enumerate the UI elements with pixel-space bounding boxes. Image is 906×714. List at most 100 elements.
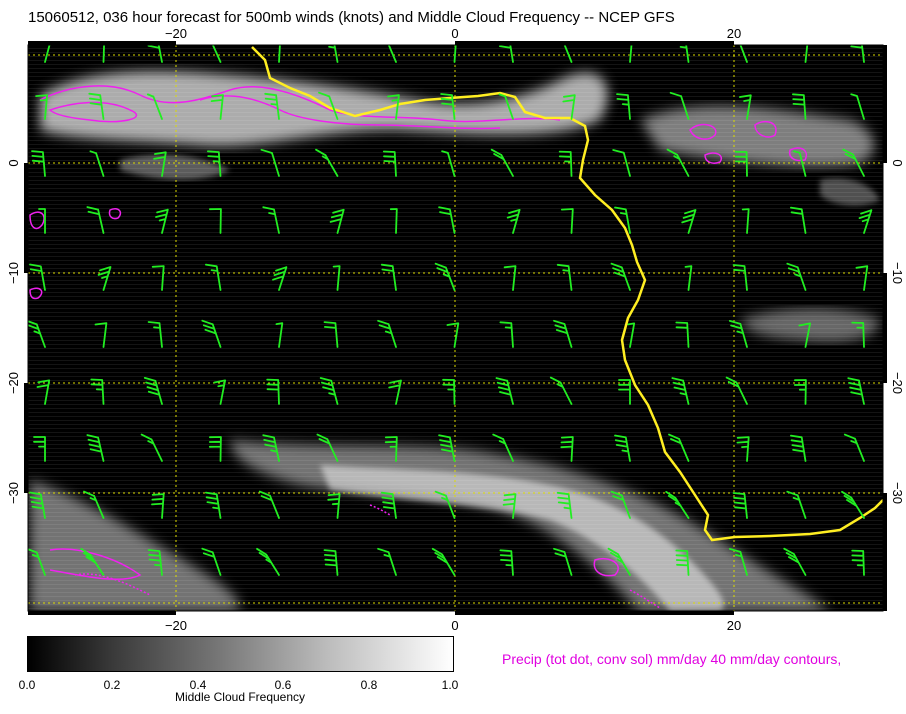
wind-barb: [80, 548, 105, 576]
wind-barb: [616, 93, 631, 120]
wind-barb: [90, 378, 105, 405]
wind-barb: [389, 208, 398, 234]
wind-barb: [319, 377, 339, 405]
wind-barb: [563, 45, 573, 63]
wind-barb: [380, 263, 397, 291]
wind-barb: [858, 209, 873, 234]
wind-barb: [798, 322, 811, 348]
wind-barb: [102, 45, 105, 63]
lat-tick-right: 0: [890, 159, 905, 166]
wind-barb: [790, 206, 807, 234]
colorbar: [27, 636, 454, 672]
wind-barb: [847, 377, 865, 405]
wind-barb: [86, 206, 105, 234]
wind-barb: [211, 45, 222, 63]
wind-barb: [732, 264, 748, 291]
wind-barb: [499, 321, 514, 348]
wind-barb: [842, 148, 865, 177]
wind-barb: [453, 45, 457, 63]
wind-barb: [83, 490, 105, 519]
wind-barb: [327, 493, 341, 519]
wind-barb: [209, 208, 222, 234]
wind-barb: [850, 45, 865, 63]
wind-barb: [666, 148, 690, 177]
wind-barb: [29, 263, 46, 291]
wind-barb: [260, 148, 280, 177]
lon-tick-bottom: 0: [451, 618, 458, 633]
wind-barb: [97, 266, 112, 291]
wind-barb: [377, 547, 397, 576]
wind-barb: [669, 91, 690, 120]
wind-barb: [843, 433, 865, 462]
colorbar-tick: 0.4: [189, 678, 207, 692]
wind-barb: [328, 45, 339, 63]
wind-barb: [725, 376, 748, 405]
wind-barb: [441, 150, 456, 177]
wind-barb: [499, 45, 514, 63]
wind-barb: [736, 436, 750, 462]
wind-barb: [684, 265, 693, 291]
wind-barb: [629, 45, 633, 63]
wind-barb: [380, 491, 397, 519]
wind-barb: [732, 492, 748, 519]
wind-barb: [438, 434, 456, 462]
wind-barb: [855, 265, 869, 291]
axis-tick-bars: [24, 41, 887, 615]
wind-barb: [553, 547, 573, 576]
wind-barb: [438, 206, 456, 234]
wind-barb: [213, 379, 226, 405]
wind-barb: [278, 45, 281, 63]
wind-barb: [446, 322, 460, 348]
wind-barb: [29, 491, 46, 519]
wind-barb: [382, 150, 397, 177]
wind-barb: [140, 433, 163, 462]
wind-barb: [384, 436, 398, 462]
wind-barb: [556, 491, 573, 519]
colorbar-tick: 1.0: [441, 678, 459, 692]
wind-barb: [266, 378, 280, 405]
wind-barb: [35, 94, 48, 120]
precip-legend-note: Precip (tot dot, conv sol) mm/day 40 mm/…: [502, 651, 842, 667]
wind-barb: [793, 150, 807, 177]
lon-tick-bottom: 20: [727, 618, 741, 633]
wind-barb: [556, 263, 573, 291]
wind-barb: [610, 490, 631, 519]
wind-barb: [610, 262, 631, 291]
wind-barb: [256, 547, 280, 576]
wind-barb: [38, 208, 46, 234]
wind-barb: [495, 377, 514, 405]
lon-tick-top: 0: [451, 26, 458, 41]
wind-barb: [553, 319, 573, 348]
wind-barb: [442, 378, 456, 405]
colorbar-label: Middle Cloud Frequency: [174, 690, 306, 704]
precip-contours: [29, 85, 807, 609]
lat-tick-left: −10: [6, 262, 21, 284]
lat-tick-left: −20: [6, 372, 21, 394]
lat-tick-left: −30: [6, 482, 21, 504]
wind-barb: [434, 490, 456, 519]
wind-barb: [490, 148, 514, 177]
wind-barb: [86, 434, 105, 462]
wind-barb: [675, 321, 690, 348]
wind-barb: [153, 151, 167, 177]
wind-barb: [258, 490, 280, 519]
wind-barb: [431, 547, 456, 576]
wind-barb: [207, 150, 222, 177]
colorbar-tick: 0.6: [274, 678, 292, 692]
wind-barb: [88, 92, 105, 120]
wind-barb: [147, 321, 163, 348]
wind-barb: [272, 266, 288, 291]
wind-barb: [841, 490, 865, 519]
wind-barb: [679, 45, 690, 63]
wind-barb: [155, 208, 169, 234]
wind-barb: [151, 493, 165, 519]
wind-barb: [728, 320, 748, 348]
colorbar-tick: 0.8: [360, 678, 378, 692]
wind-barb: [851, 321, 865, 348]
wind-barbs: [28, 45, 873, 576]
wind-barb: [89, 150, 105, 177]
lat-tick-right: −30: [890, 482, 905, 504]
wind-barb: [492, 433, 514, 462]
lat-tick-left: 0: [6, 159, 21, 166]
wind-barb: [627, 322, 636, 348]
